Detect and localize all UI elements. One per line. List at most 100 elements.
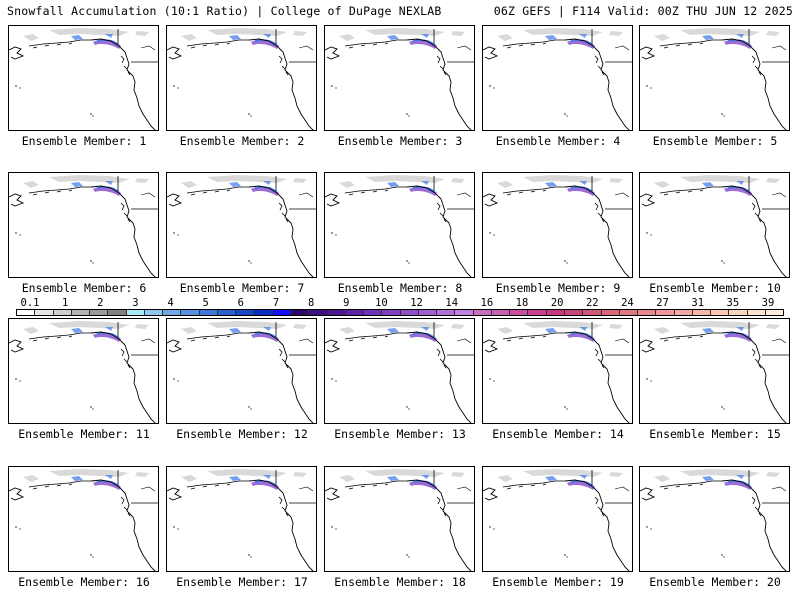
colorbar-swatch bbox=[309, 310, 328, 315]
ensemble-map-4 bbox=[482, 25, 633, 131]
colorbar-tick-label: 8 bbox=[307, 297, 315, 309]
colorbar-swatch bbox=[747, 310, 766, 315]
colorbar-swatch bbox=[327, 310, 346, 315]
colorbar-swatch bbox=[364, 310, 383, 315]
colorbar-tick-label: 16 bbox=[480, 297, 494, 309]
ensemble-member-label: Ensemble Member: 14 bbox=[492, 427, 624, 441]
ensemble-member-label: Ensemble Member: 1 bbox=[21, 134, 147, 148]
colorbar-tick-label: 0.1 bbox=[20, 297, 40, 309]
colorbar-tick-label: 5 bbox=[202, 297, 209, 309]
colorbar-tick-label: 39 bbox=[761, 297, 775, 309]
colorbar-tick-label: 14 bbox=[445, 297, 459, 309]
colorbar-tick-label: 3 bbox=[132, 297, 139, 309]
colorbar-tick-label: 18 bbox=[515, 297, 529, 309]
colorbar-swatch bbox=[345, 310, 365, 315]
ensemble-member-label: Ensemble Member: 7 bbox=[179, 281, 305, 295]
ensemble-member-label: Ensemble Member: 8 bbox=[337, 281, 463, 295]
ensemble-member-label: Ensemble Member: 5 bbox=[652, 134, 778, 148]
ensemble-map-5 bbox=[639, 25, 790, 131]
colorbar-swatch bbox=[144, 310, 164, 315]
colorbar-swatch bbox=[711, 310, 730, 315]
colorbar-swatch bbox=[90, 310, 109, 315]
ensemble-member-label: Ensemble Member: 4 bbox=[495, 134, 621, 148]
ensemble-map-8 bbox=[324, 172, 475, 278]
colorbar-tick-label: 9 bbox=[343, 297, 350, 309]
colorbar-swatch bbox=[491, 310, 511, 315]
colorbar-tick-label: 12 bbox=[410, 297, 423, 309]
ensemble-map-11 bbox=[8, 318, 159, 424]
colorbar-tick-label: 22 bbox=[585, 297, 599, 309]
colorbar-swatch bbox=[126, 310, 145, 315]
colorbar-swatch bbox=[236, 310, 255, 315]
colorbar-swatch bbox=[510, 310, 529, 315]
colorbar-swatch bbox=[437, 310, 456, 315]
ensemble-map-12 bbox=[166, 318, 317, 424]
ensemble-member-label: Ensemble Member: 17 bbox=[176, 575, 308, 589]
colorbar-swatch bbox=[400, 310, 419, 315]
colorbar-swatch bbox=[729, 310, 748, 315]
colorbar-swatch bbox=[53, 310, 72, 315]
colorbar-swatch bbox=[272, 310, 291, 315]
colorbar-swatch bbox=[564, 310, 584, 315]
ensemble-map-18 bbox=[324, 466, 475, 572]
ensemble-map-1 bbox=[8, 25, 159, 131]
ensemble-map-6 bbox=[8, 172, 159, 278]
ensemble-member-label: Ensemble Member: 10 bbox=[649, 281, 781, 295]
colorbar-swatch bbox=[163, 310, 182, 315]
ensemble-map-19 bbox=[482, 466, 633, 572]
colorbar-tick-label: 2 bbox=[97, 297, 104, 309]
colorbar-tick-label: 6 bbox=[237, 297, 245, 309]
ensemble-member-label: Ensemble Member: 12 bbox=[176, 427, 308, 441]
ensemble-member-label: Ensemble Member: 13 bbox=[334, 427, 466, 441]
colorbar-tick-label: 31 bbox=[691, 297, 705, 309]
ensemble-member-label: Ensemble Member: 16 bbox=[18, 575, 150, 589]
colorbar-swatch bbox=[199, 310, 218, 315]
ensemble-map-17 bbox=[166, 466, 317, 572]
colorbar-swatch bbox=[382, 310, 401, 315]
colorbar-swatch bbox=[455, 310, 474, 315]
colorbar-tick-label: 4 bbox=[167, 297, 174, 309]
ensemble-member-label: Ensemble Member: 15 bbox=[649, 427, 781, 441]
colorbar-swatch bbox=[656, 310, 675, 315]
ensemble-map-2 bbox=[166, 25, 317, 131]
colorbar-swatch bbox=[528, 310, 547, 315]
ensemble-member-label: Ensemble Member: 3 bbox=[337, 134, 463, 148]
ensemble-map-14 bbox=[482, 318, 633, 424]
colorbar-swatch bbox=[692, 310, 712, 315]
ensemble-member-label: Ensemble Member: 9 bbox=[495, 281, 621, 295]
colorbar-swatch bbox=[674, 310, 693, 315]
colorbar-swatch bbox=[473, 310, 492, 315]
colorbar-swatch bbox=[35, 310, 54, 315]
colorbar-swatch bbox=[290, 310, 310, 315]
colorbar-swatch bbox=[418, 310, 438, 315]
ensemble-map-7 bbox=[166, 172, 317, 278]
colorbar-tick-label: 10 bbox=[375, 297, 388, 309]
colorbar-tick-label: 27 bbox=[656, 297, 669, 309]
run-info: 06Z GEFS | F114 Valid: 00Z THU JUN 12 20… bbox=[493, 4, 793, 18]
colorbar-swatch bbox=[765, 310, 784, 315]
snowfall-colorbar bbox=[16, 309, 784, 316]
colorbar-tick-label: 7 bbox=[272, 297, 280, 309]
ensemble-member-label: Ensemble Member: 6 bbox=[21, 281, 147, 295]
ensemble-map-9 bbox=[482, 172, 633, 278]
ensemble-map-13 bbox=[324, 318, 475, 424]
ensemble-map-15 bbox=[639, 318, 790, 424]
colorbar-swatch bbox=[638, 310, 657, 315]
colorbar-swatch bbox=[71, 310, 91, 315]
ensemble-map-16 bbox=[8, 466, 159, 572]
ensemble-member-label: Ensemble Member: 20 bbox=[649, 575, 781, 589]
colorbar-swatch bbox=[17, 310, 36, 315]
colorbar-tick-label: 20 bbox=[550, 297, 564, 309]
chart-title: Snowfall Accumulation (10:1 Ratio) | Col… bbox=[7, 4, 442, 18]
colorbar-swatch bbox=[546, 310, 565, 315]
colorbar-swatch bbox=[108, 310, 127, 315]
colorbar-tick-label: 35 bbox=[726, 297, 740, 309]
colorbar-swatch bbox=[181, 310, 200, 315]
ensemble-map-20 bbox=[639, 466, 790, 572]
ensemble-member-label: Ensemble Member: 19 bbox=[492, 575, 624, 589]
ensemble-member-label: Ensemble Member: 18 bbox=[334, 575, 466, 589]
colorbar-swatch bbox=[254, 310, 273, 315]
colorbar-tick-label: 1 bbox=[61, 297, 69, 309]
colorbar-swatch bbox=[217, 310, 237, 315]
ensemble-map-3 bbox=[324, 25, 475, 131]
